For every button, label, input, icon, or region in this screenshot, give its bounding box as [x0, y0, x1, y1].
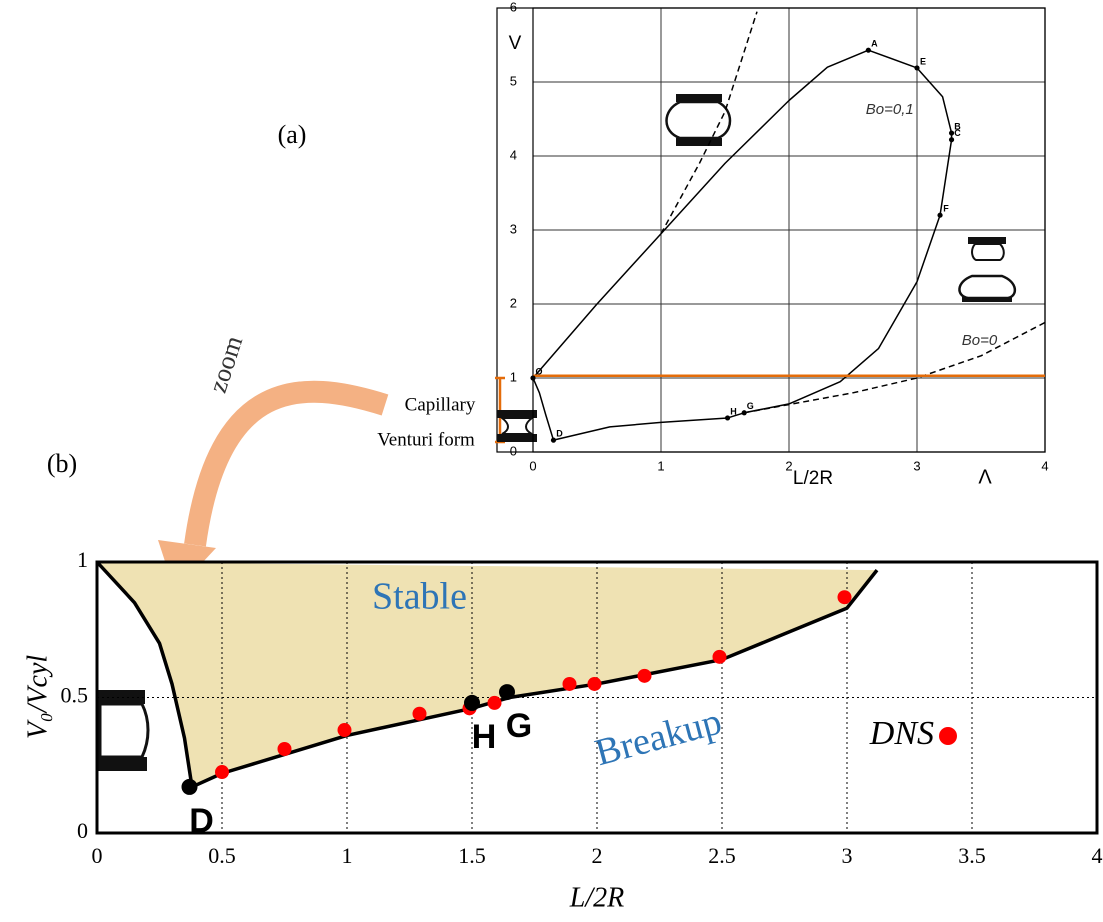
x-axis-label: L/2R	[793, 468, 833, 489]
y-axis-label: V₀/Vcyl	[22, 655, 53, 740]
data-point	[412, 706, 427, 721]
point-marker	[499, 684, 515, 701]
data-point	[587, 676, 602, 691]
plot-frame	[532, 7, 1046, 453]
y-tick-label: 4	[510, 147, 517, 162]
x-tick-label: 2.5	[708, 843, 736, 868]
legend-label: DNS	[869, 715, 934, 752]
data-point	[712, 649, 727, 664]
point-label: D	[189, 802, 214, 840]
x-tick-label: 3.5	[958, 843, 986, 868]
point-label: B	[954, 121, 961, 131]
point-label: E	[920, 56, 926, 66]
x-tick-label: 2	[785, 458, 792, 473]
data-point	[337, 723, 352, 738]
point-label: F	[943, 204, 949, 214]
y-tick-label: 6	[510, 0, 517, 14]
icon	[665, 94, 732, 146]
point-label: O	[535, 366, 542, 376]
zoom-arrow	[184, 380, 389, 547]
data-point	[487, 695, 502, 710]
annotation: Bo=0	[962, 332, 998, 349]
region	[97, 562, 877, 787]
icon	[958, 237, 1016, 302]
legend-swatch	[939, 727, 957, 745]
series-line	[660, 11, 758, 235]
data-point	[837, 590, 852, 605]
y-axis-label: V	[509, 33, 522, 54]
series-line	[532, 49, 953, 441]
y-tick-label: 2	[510, 295, 517, 310]
data-point	[637, 668, 652, 683]
y-tick-label: 1	[77, 547, 88, 572]
point-marker	[464, 694, 480, 711]
x-tick-label: 3	[842, 843, 853, 868]
chart: 0 1 2 3 4 0 1 2 3 4 5 6 O A E BC F GH D Bo=0,1 Bo=0 L/2R V	[509, 0, 1049, 489]
x-axis-label: L/2R	[569, 882, 624, 913]
icon	[97, 690, 150, 771]
x-tick-label: 4	[1092, 843, 1103, 868]
point-label: H	[472, 718, 497, 756]
point-label: G	[506, 707, 532, 745]
point-label: G	[747, 401, 754, 411]
series-line	[95, 560, 879, 789]
data-point	[215, 765, 229, 780]
x-tick-label: 1	[342, 843, 353, 868]
x-tick-label: 3	[913, 458, 920, 473]
panel-title: (a)	[278, 120, 307, 149]
note: Capillary	[405, 394, 476, 415]
point-marker	[865, 47, 871, 53]
x-tick-label: 0.5	[208, 843, 236, 868]
note: Λ	[978, 466, 992, 488]
x-tick-label: 1.5	[458, 843, 486, 868]
data-point	[562, 676, 577, 691]
data-point	[277, 741, 292, 756]
point-marker	[550, 437, 557, 443]
series-line	[744, 321, 1046, 414]
icon	[497, 410, 537, 442]
panel-title: (b)	[47, 449, 77, 478]
point-marker	[741, 410, 747, 416]
x-tick-label: 2	[592, 843, 603, 868]
point-marker	[724, 415, 731, 421]
point-marker	[530, 375, 536, 381]
y-tick-label: 0	[77, 818, 88, 843]
point-marker	[937, 212, 943, 218]
point-label: C	[954, 128, 961, 138]
x-tick-label: 4	[1041, 458, 1048, 473]
x-tick-label: 0	[92, 843, 103, 868]
point-marker	[914, 65, 920, 71]
y-tick-label: 3	[510, 221, 517, 236]
y-tick-label: 0.5	[61, 683, 89, 708]
annotation: Bo=0,1	[866, 101, 914, 118]
x-tick-label: 1	[657, 458, 664, 473]
plot-frame	[95, 560, 1099, 835]
point-marker	[948, 137, 955, 143]
y-tick-label: 1	[510, 369, 517, 384]
annotation: Stable	[372, 576, 467, 618]
point-marker	[948, 130, 955, 136]
point-label: H	[730, 406, 737, 416]
x-tick-label: 0	[529, 458, 536, 473]
y-tick-label: 5	[510, 73, 517, 88]
point-marker	[181, 778, 198, 795]
point-label: A	[871, 39, 878, 49]
note: Venturi form	[377, 429, 475, 450]
point-label: D	[556, 429, 563, 439]
y-tick-label: 0	[510, 443, 517, 458]
